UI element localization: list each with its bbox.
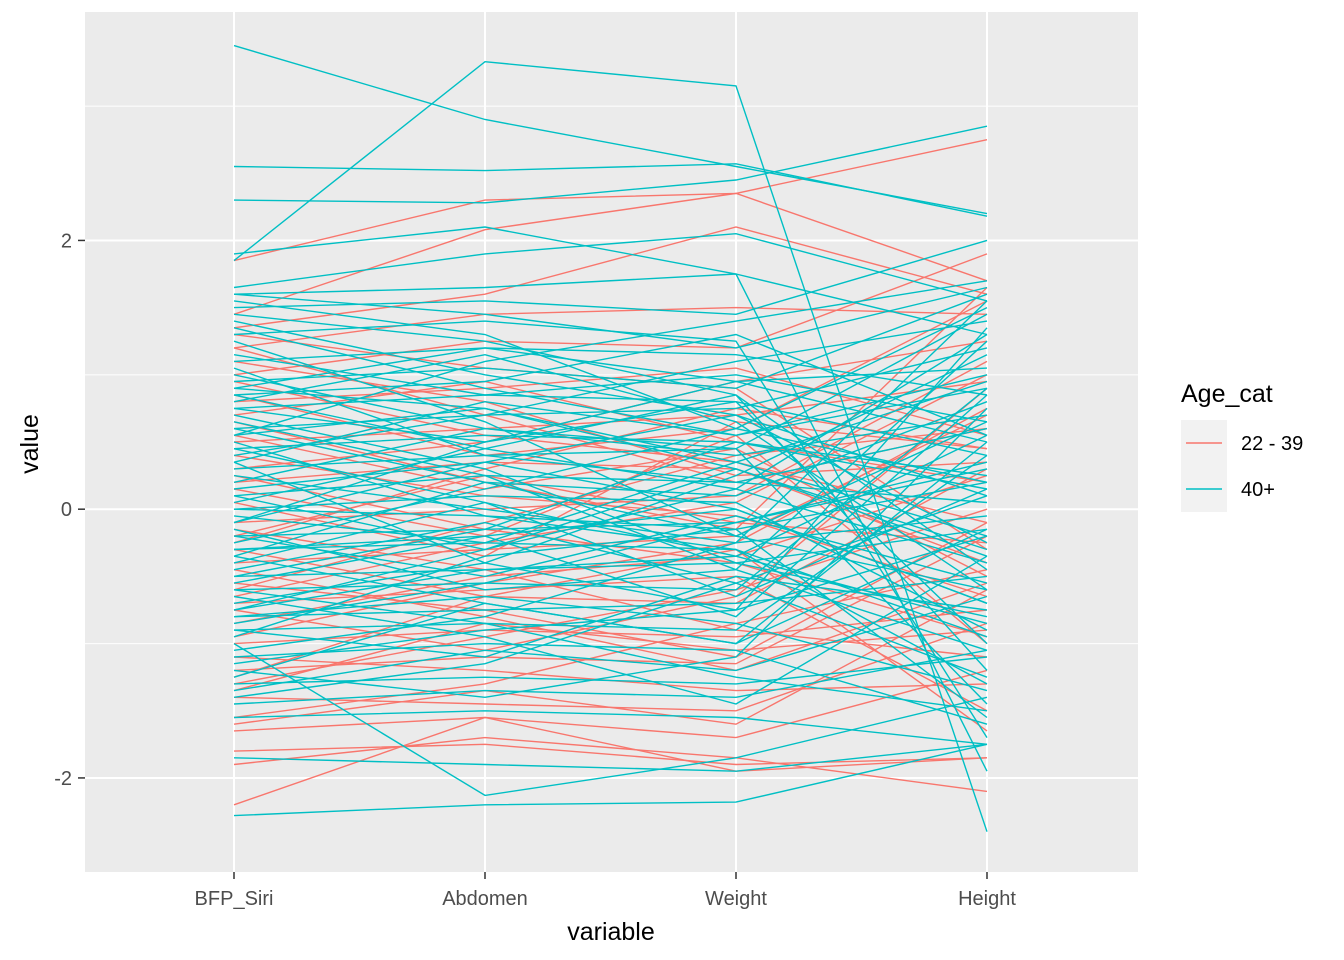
series-line — [233, 192, 988, 315]
y-tick-label: -2 — [54, 768, 72, 790]
y-axis: 2 0 -2 — [54, 230, 85, 790]
series-line — [233, 320, 988, 457]
series-line — [233, 528, 988, 578]
series-line — [233, 569, 988, 719]
series-line — [233, 535, 988, 665]
series-line — [233, 575, 988, 658]
series-line — [233, 743, 988, 817]
series-line — [233, 354, 988, 423]
series-line — [233, 649, 988, 705]
series-line — [233, 232, 988, 302]
x-tick-label: Weight — [705, 888, 767, 910]
series-line — [233, 380, 988, 544]
series-line — [233, 488, 988, 598]
series-line — [233, 414, 988, 483]
x-tick-label: Abdomen — [442, 888, 528, 910]
series-line — [233, 743, 988, 772]
series-line — [233, 434, 988, 611]
series-line — [233, 528, 988, 678]
series-line — [233, 710, 988, 745]
series-line — [233, 743, 988, 766]
series-line — [233, 313, 988, 571]
series-line — [233, 508, 988, 604]
series-line — [233, 448, 988, 625]
series-line — [233, 495, 988, 631]
y-axis-title: value — [16, 414, 44, 474]
series-line — [233, 226, 988, 336]
series-line — [233, 407, 988, 537]
series-line — [233, 528, 988, 719]
series-line — [233, 642, 988, 725]
series-line — [233, 468, 988, 678]
series-line — [233, 407, 988, 699]
series-line — [233, 354, 988, 604]
series-line — [233, 374, 988, 463]
legend-title: Age_cat — [1181, 380, 1273, 408]
series-line — [233, 306, 988, 349]
data-lines — [233, 44, 988, 832]
series-line — [233, 595, 988, 692]
series-line — [233, 139, 988, 262]
series-line — [233, 441, 988, 578]
series-line — [233, 669, 988, 739]
series-line — [233, 226, 988, 329]
series-line — [233, 340, 988, 591]
series-line — [233, 125, 988, 204]
x-tick-label: Height — [958, 888, 1016, 910]
y-tick-label: 0 — [61, 499, 72, 521]
series-line — [233, 515, 988, 584]
series-line — [233, 347, 988, 443]
legend-label: 40+ — [1241, 479, 1275, 501]
series-line — [233, 306, 988, 544]
series-line — [233, 421, 988, 557]
series-line — [233, 313, 988, 470]
x-axis: BFP_Siri Abdomen Weight Height — [195, 872, 1016, 910]
x-axis-title: variable — [567, 918, 655, 946]
series-line — [233, 414, 988, 524]
series-line — [233, 286, 988, 349]
legend: Age_cat 22 - 39 40+ — [1181, 380, 1303, 512]
series-line — [233, 589, 988, 712]
x-tick-label: BFP_Siri — [195, 888, 274, 910]
legend-label: 22 - 39 — [1241, 433, 1303, 455]
series-line — [233, 333, 988, 436]
series-line — [233, 736, 988, 793]
series-line — [233, 400, 988, 457]
series-line — [233, 163, 988, 217]
series-line — [233, 521, 988, 678]
legend-entries: 22 - 39 40+ — [1181, 420, 1303, 512]
y-tick-label: 2 — [61, 230, 72, 252]
series-line — [233, 280, 988, 436]
series-line — [233, 643, 988, 797]
series-line — [233, 569, 988, 672]
